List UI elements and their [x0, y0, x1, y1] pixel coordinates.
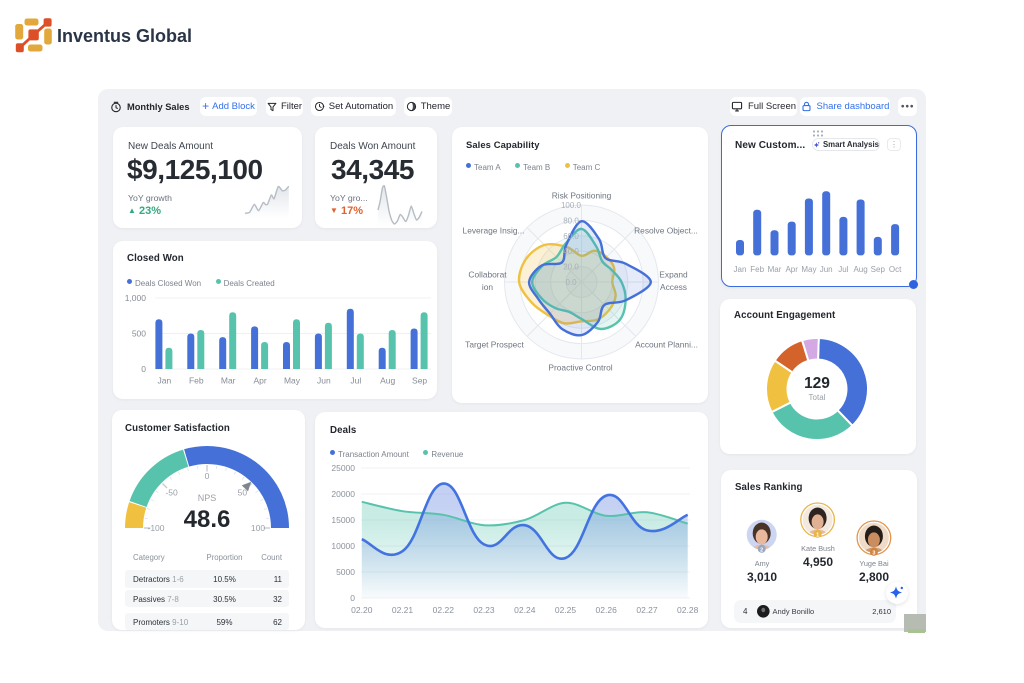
svg-text:25000: 25000	[331, 463, 355, 473]
svg-text:Collaborat: Collaborat	[468, 270, 507, 280]
svg-text:02.27: 02.27	[636, 605, 658, 615]
svg-text:40.0: 40.0	[563, 247, 579, 256]
svg-text:Sep: Sep	[871, 265, 886, 274]
svg-text:Feb: Feb	[189, 376, 204, 386]
svg-text:Proactive Control: Proactive Control	[548, 363, 612, 373]
svg-text:Jul: Jul	[350, 376, 361, 386]
svg-text:ion: ion	[482, 282, 494, 292]
svg-text:02.20: 02.20	[351, 605, 373, 615]
svg-text:02.26: 02.26	[596, 605, 618, 615]
svg-text:2: 2	[760, 547, 763, 553]
svg-text:Aug: Aug	[380, 376, 395, 386]
svg-text:3: 3	[872, 550, 875, 556]
svg-text:Mar: Mar	[221, 376, 236, 386]
svg-text:Expand: Expand	[659, 270, 688, 280]
svg-text:50: 50	[238, 488, 248, 498]
svg-text:Jun: Jun	[820, 265, 833, 274]
svg-text:5000: 5000	[336, 567, 355, 577]
svg-text:Jun: Jun	[317, 376, 331, 386]
svg-text:60.0: 60.0	[563, 232, 579, 241]
svg-text:500: 500	[132, 329, 146, 339]
svg-text:Leverage Insig...: Leverage Insig...	[463, 226, 525, 236]
svg-text:Oct: Oct	[889, 265, 902, 274]
svg-text:15000: 15000	[331, 515, 355, 525]
svg-text:Apr: Apr	[253, 376, 266, 386]
svg-text:May: May	[284, 376, 301, 386]
svg-text:Mar: Mar	[768, 265, 782, 274]
svg-text:20000: 20000	[331, 489, 355, 499]
svg-text:Aug: Aug	[853, 265, 867, 274]
svg-text:May: May	[801, 265, 816, 274]
svg-text:02.25: 02.25	[555, 605, 577, 615]
svg-text:02.22: 02.22	[433, 605, 455, 615]
svg-text:Jan: Jan	[734, 265, 747, 274]
svg-text:80.0: 80.0	[563, 216, 579, 225]
svg-text:20.0: 20.0	[563, 263, 579, 272]
svg-text:100.0: 100.0	[561, 201, 582, 210]
svg-text:Access: Access	[660, 282, 687, 292]
svg-text:1: 1	[816, 532, 819, 538]
svg-text:02.24: 02.24	[514, 605, 536, 615]
svg-text:Sep: Sep	[412, 376, 427, 386]
svg-text:Account Planni...: Account Planni...	[635, 340, 698, 350]
svg-text:Target Prospect: Target Prospect	[465, 340, 524, 350]
svg-text:0.0: 0.0	[565, 278, 577, 287]
svg-text:Jan: Jan	[158, 376, 172, 386]
svg-text:0: 0	[205, 471, 210, 481]
svg-text:Resolve Object...: Resolve Object...	[634, 226, 698, 236]
svg-text:02.23: 02.23	[473, 605, 495, 615]
svg-text:10000: 10000	[331, 541, 355, 551]
svg-text:0: 0	[350, 593, 355, 603]
svg-text:-100: -100	[147, 523, 164, 533]
svg-text:-50: -50	[165, 488, 178, 498]
svg-text:02.21: 02.21	[392, 605, 414, 615]
svg-text:0: 0	[141, 364, 146, 374]
svg-text:Apr: Apr	[785, 265, 798, 274]
svg-text:1,000: 1,000	[125, 293, 147, 303]
svg-text:Jul: Jul	[838, 265, 848, 274]
svg-text:Risk Positioning: Risk Positioning	[552, 191, 612, 201]
svg-text:Feb: Feb	[750, 265, 764, 274]
svg-text:100: 100	[251, 523, 265, 533]
svg-text:02.28: 02.28	[677, 605, 699, 615]
